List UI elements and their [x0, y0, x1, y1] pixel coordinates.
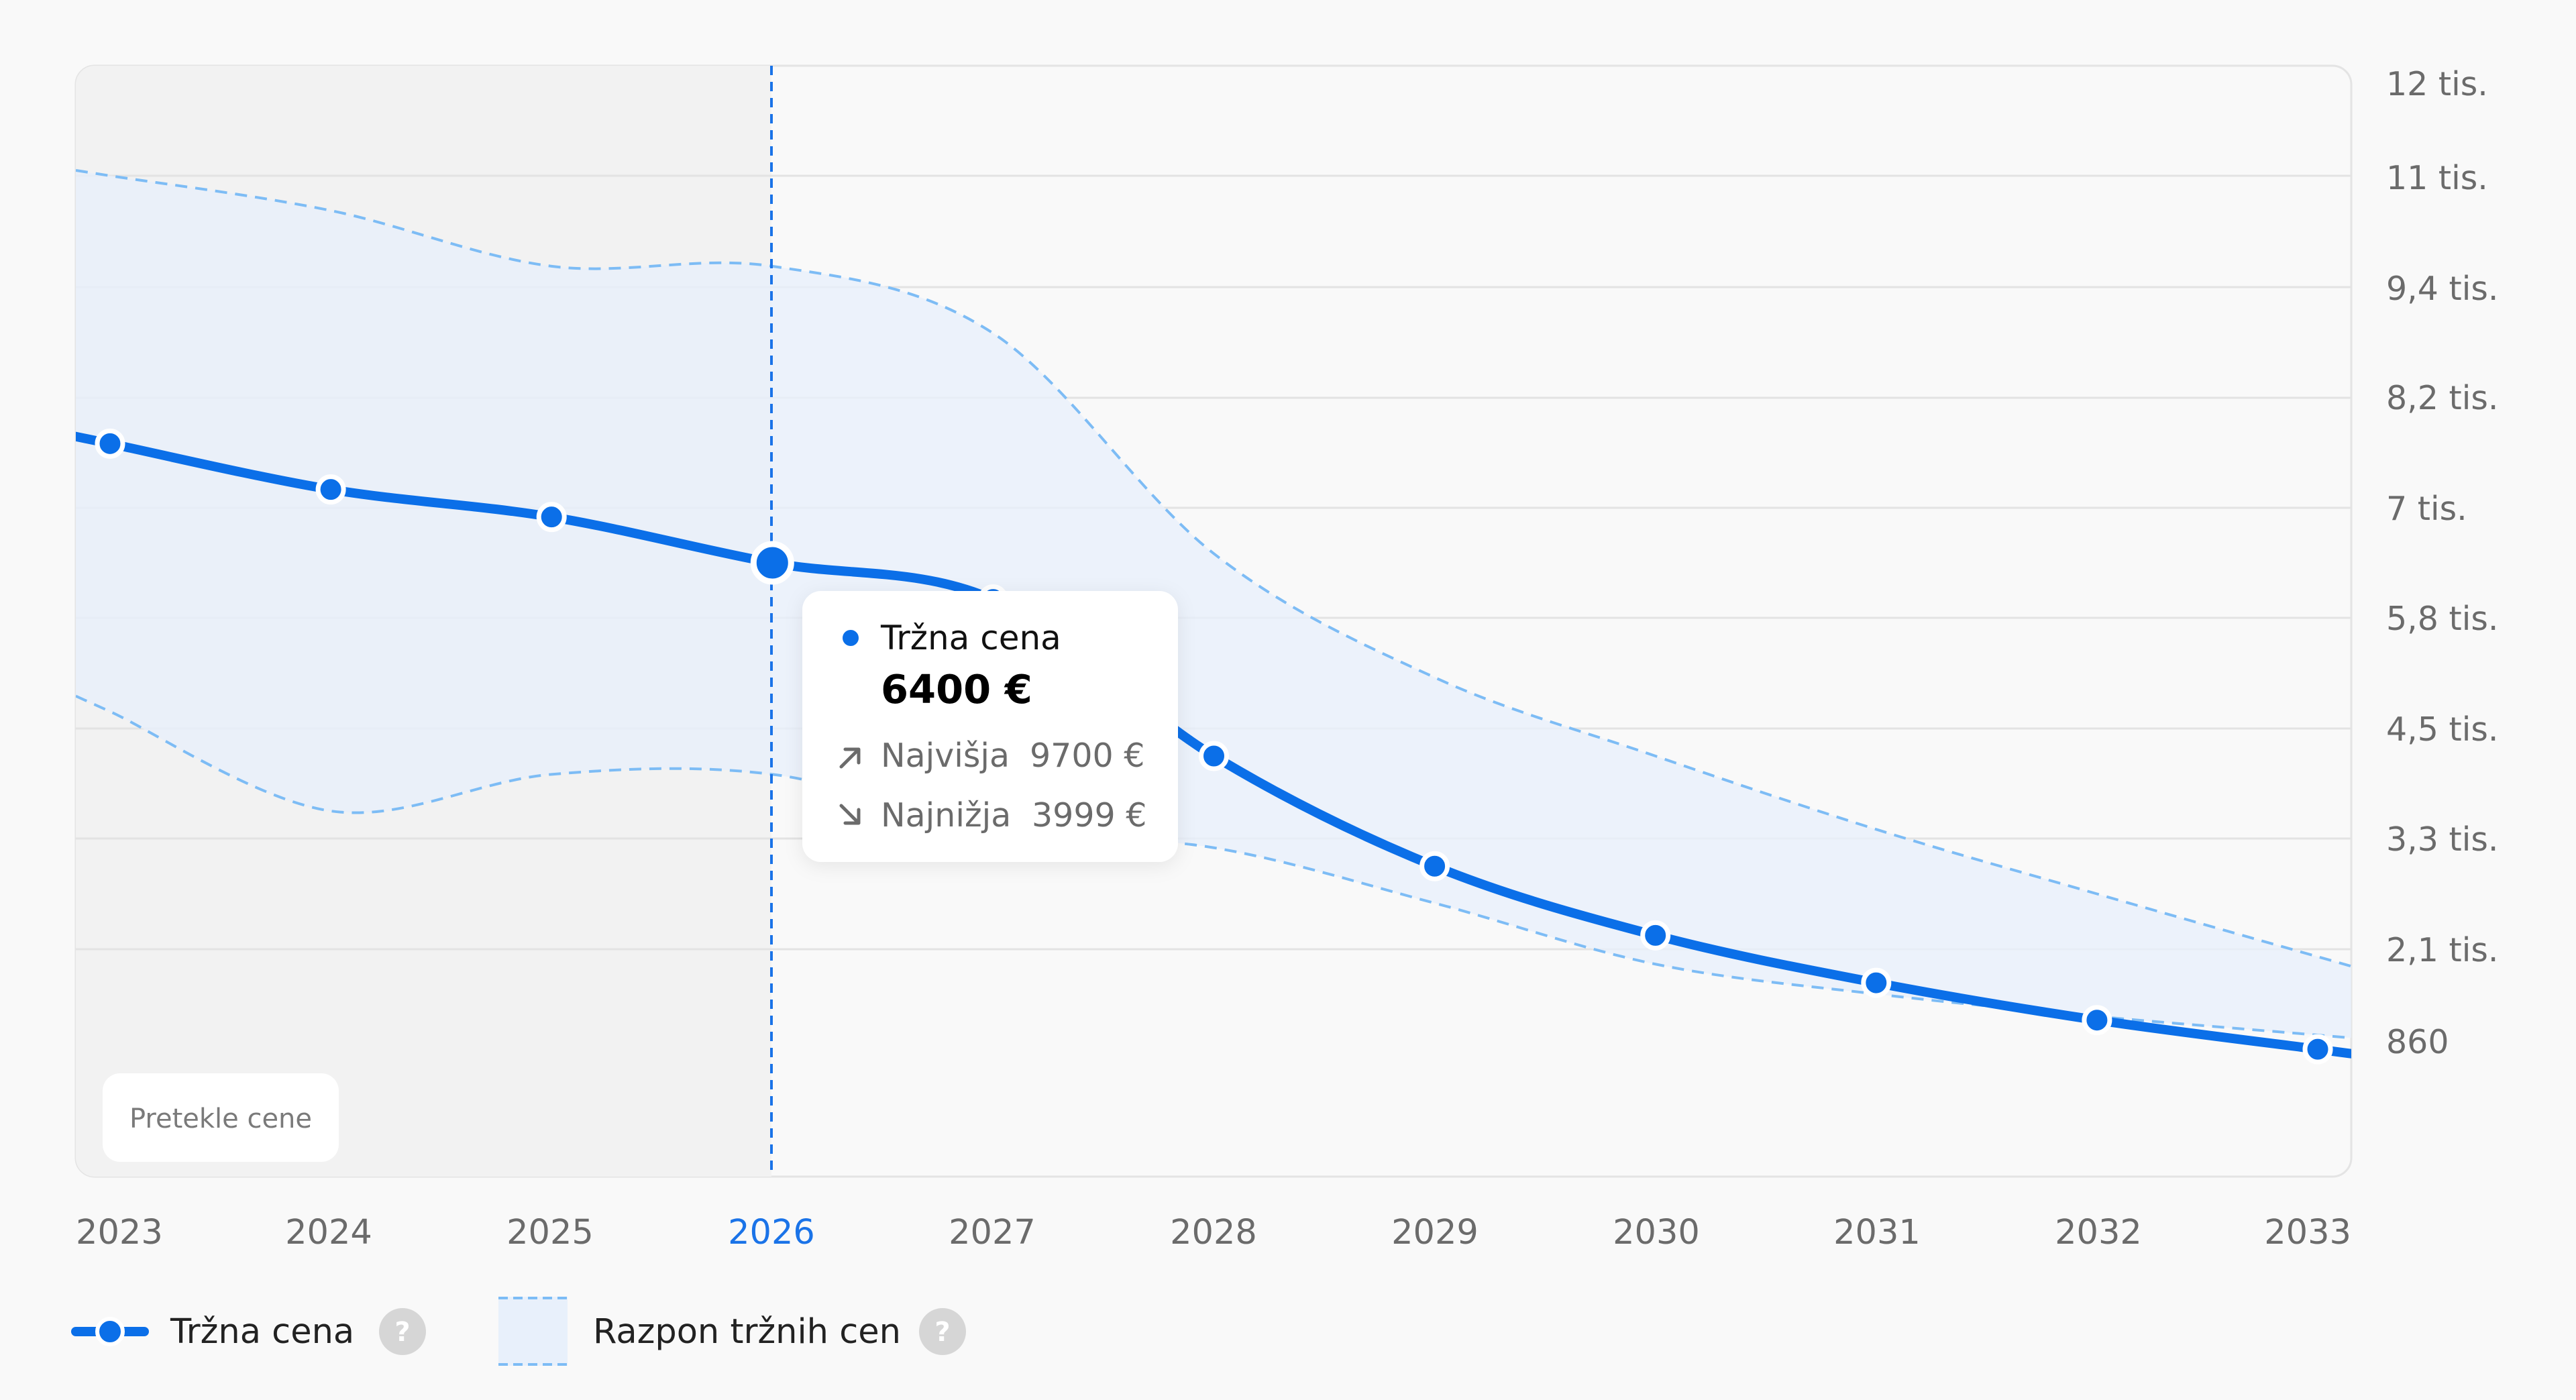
y-tick-label: 2,1 tis.	[2386, 931, 2498, 969]
help-icon[interactable]	[919, 1308, 966, 1355]
tooltip-low-value: 3999 €	[1032, 796, 1146, 834]
market-price-point[interactable]	[536, 502, 567, 533]
arrow-down-right-icon	[839, 804, 861, 825]
x-tick-label: 2030	[1613, 1213, 1700, 1252]
tooltip-value: 6400 €	[881, 666, 1032, 712]
past-prices-badge: Pretekle cene	[103, 1073, 339, 1162]
y-tick-label: 3,3 tis.	[2386, 820, 2498, 859]
market-price-point[interactable]	[1640, 920, 1671, 951]
y-tick-label: 9,4 tis.	[2386, 270, 2498, 308]
help-icon[interactable]	[379, 1308, 426, 1355]
x-tick-label: 2033	[2264, 1213, 2351, 1252]
legend-label: Tržna cena	[170, 1312, 354, 1352]
help-icon-glyph: ?	[394, 1317, 410, 1348]
tooltip-high-label: Najvišja	[881, 737, 1010, 775]
tooltip-title: Tržna cena	[880, 618, 1061, 657]
market-price-point[interactable]	[95, 428, 125, 459]
past-prices-label: Pretekle cene	[129, 1103, 312, 1134]
line-marker-icon	[95, 1317, 125, 1346]
series-dot-icon	[843, 630, 859, 646]
market-price-point[interactable]	[1419, 851, 1450, 881]
market-price-point[interactable]	[1861, 967, 1892, 998]
help-icon-glyph: ?	[934, 1317, 950, 1348]
legend-item-market-price[interactable]: Tržna cena ?	[71, 1308, 426, 1355]
y-axis: 12 tis. 11 tis. 9,4 tis. 8,2 tis. 7 tis.…	[2386, 65, 2498, 1061]
market-price-point[interactable]	[2302, 1034, 2333, 1065]
y-tick-label: 8,2 tis.	[2386, 379, 2498, 417]
market-price-point[interactable]	[315, 474, 346, 505]
x-tick-label: 2028	[1170, 1213, 1257, 1252]
x-tick-label: 2029	[1391, 1213, 1479, 1252]
x-tick-label: 2024	[285, 1213, 372, 1252]
arrow-up-right-icon	[839, 747, 861, 769]
legend-label: Razpon tržnih cen	[593, 1312, 901, 1352]
y-tick-label: 7 tis.	[2386, 490, 2467, 528]
tooltip-high-value: 9700 €	[1030, 737, 1144, 775]
y-tick-label: 860	[2386, 1023, 2449, 1061]
tooltip-low-label: Najnižja	[881, 796, 1011, 834]
x-tick-label-active: 2026	[728, 1213, 815, 1252]
market-price-point[interactable]	[1199, 741, 1229, 771]
y-tick-label: 5,8 tis.	[2386, 600, 2498, 638]
legend-item-price-range[interactable]: Razpon tržnih cen ?	[498, 1297, 966, 1366]
x-axis: 2023 2024 2025 2026 2027 2028 2029 2030 …	[76, 1213, 2351, 1252]
tooltip: Tržna cena 6400 € Najvišja 9700 € Najniž…	[802, 591, 1178, 862]
market-price-point-active[interactable]	[750, 541, 794, 585]
range-upper-line	[76, 168, 2351, 968]
range-swatch-icon	[498, 1297, 568, 1366]
x-tick-label: 2025	[506, 1213, 594, 1252]
x-tick-label: 2027	[949, 1213, 1036, 1252]
x-tick-label: 2031	[1833, 1213, 1921, 1252]
y-tick-label: 4,5 tis.	[2386, 710, 2498, 749]
x-tick-label: 2032	[2055, 1213, 2142, 1252]
y-tick-label: 11 tis.	[2386, 159, 2488, 197]
y-tick-label: 12 tis.	[2386, 65, 2488, 103]
x-tick-label: 2023	[76, 1213, 163, 1252]
range-area	[76, 170, 2351, 1038]
legend: Tržna cena ? Razpon tržnih cen ?	[71, 1297, 966, 1366]
market-price-point[interactable]	[2082, 1005, 2112, 1036]
